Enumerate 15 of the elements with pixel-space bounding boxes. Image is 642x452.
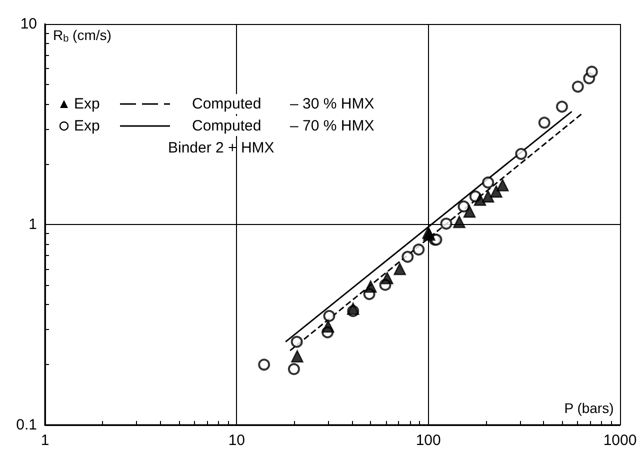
annotation: – 30 % HMX (290, 96, 374, 112)
x-tick-label: 100 (416, 432, 441, 449)
x-tick-label: 10 (228, 432, 246, 449)
legend-label: Exp (74, 96, 100, 112)
annotation: – 70 % HMX (290, 118, 374, 134)
y-tick-label: 0.1 (16, 416, 37, 434)
annotation: Binder 2 + HMX (168, 140, 274, 156)
y-tick-label: 1 (28, 216, 37, 233)
x-axis-title: P (bars) (564, 400, 614, 416)
x-tick-label: 1 (40, 432, 50, 449)
legend-label: Computed (192, 118, 262, 134)
x-tick-label: 1000 (603, 432, 637, 449)
legend-label: Exp (74, 118, 100, 134)
y-tick-label: 10 (20, 16, 37, 32)
legend-label: Computed (192, 96, 262, 112)
